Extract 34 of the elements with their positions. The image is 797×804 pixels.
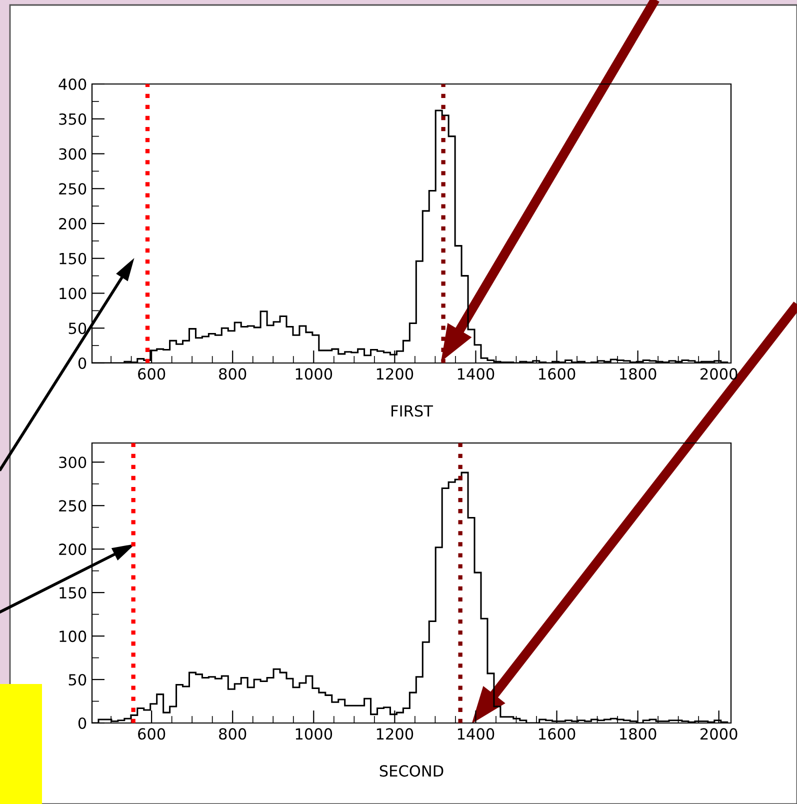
x-tick-label: 1800 <box>620 368 656 380</box>
x-tick-label: 1000 <box>296 368 332 380</box>
x-tick-label: 1000 <box>296 728 332 740</box>
x-axis-title: SECOND <box>380 765 444 777</box>
y-tick-label: 50 <box>68 322 86 334</box>
x-tick-label: 1600 <box>539 728 576 740</box>
x-tick-label: 1400 <box>458 728 494 740</box>
y-tick-label: 250 <box>59 500 86 512</box>
x-tick-label: 800 <box>219 728 246 740</box>
x-tick-label: 2000 <box>700 728 738 740</box>
y-tick-label: 50 <box>68 674 86 686</box>
y-tick-label: 150 <box>60 587 86 599</box>
y-tick-label: 0 <box>78 717 86 730</box>
x-tick-label: 1200 <box>376 728 414 740</box>
y-tick-label: 100 <box>60 288 86 300</box>
y-tick-label: 300 <box>59 456 86 468</box>
x-tick-label: 1200 <box>376 368 414 380</box>
x-tick-label: 2000 <box>700 368 738 380</box>
x-tick-label: 600 <box>138 368 166 380</box>
y-tick-label: 200 <box>59 544 86 556</box>
x-axis-title: FIRST <box>392 405 434 417</box>
x-tick-label: 1800 <box>620 728 656 740</box>
y-tick-label: 100 <box>60 630 86 642</box>
x-tick-label: 800 <box>219 368 246 380</box>
y-tick-label: 350 <box>59 113 86 125</box>
x-tick-label: 600 <box>138 728 166 740</box>
y-tick-label: 150 <box>60 252 86 264</box>
x-tick-label: 1600 <box>539 368 576 380</box>
y-tick-label: 250 <box>59 183 86 195</box>
y-tick-label: 0 <box>78 357 86 370</box>
x-tick-label: 1400 <box>458 368 494 380</box>
y-tick-label: 200 <box>59 218 86 230</box>
y-tick-label: 300 <box>59 148 86 160</box>
y-tick-label: 400 <box>58 78 86 90</box>
